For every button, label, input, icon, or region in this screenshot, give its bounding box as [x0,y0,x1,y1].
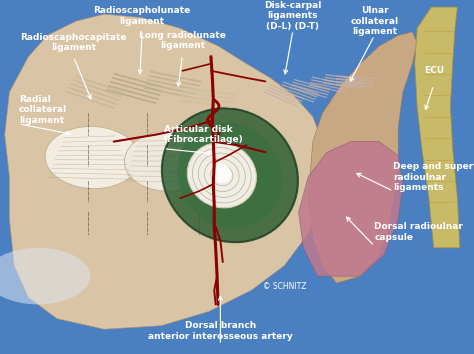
Text: Radial
collateral
ligament: Radial collateral ligament [19,95,67,125]
Polygon shape [308,32,417,283]
Text: Long radiolunate
ligament: Long radiolunate ligament [139,31,226,50]
Text: Deep and superficial
radioulnar
ligaments: Deep and superficial radioulnar ligament… [393,162,474,192]
Text: Dorsal radioulnar
capsule: Dorsal radioulnar capsule [374,222,464,241]
Text: Dorsal branch
anterior interosseous artery: Dorsal branch anterior interosseous arte… [148,321,293,341]
Text: Ulnar
collateral
ligament: Ulnar collateral ligament [350,6,399,36]
Polygon shape [415,7,460,248]
Text: Radioscaphocapitate
ligament: Radioscaphocapitate ligament [20,33,127,52]
Text: © SCHNITZ: © SCHNITZ [263,282,306,291]
Ellipse shape [125,131,212,191]
Text: Radioscapholunate
ligament: Radioscapholunate ligament [93,6,191,25]
Ellipse shape [0,248,90,304]
Ellipse shape [45,126,140,189]
Text: ECU: ECU [424,66,444,75]
Ellipse shape [162,108,298,242]
Polygon shape [5,14,327,329]
Ellipse shape [187,143,256,208]
Polygon shape [299,142,403,276]
Ellipse shape [177,122,283,228]
Text: Articular disk
(Fibrocartilage): Articular disk (Fibrocartilage) [164,125,243,144]
Ellipse shape [212,164,231,183]
Text: Disk-carpal
ligaments
(D-L) (D-T): Disk-carpal ligaments (D-L) (D-T) [264,1,322,31]
